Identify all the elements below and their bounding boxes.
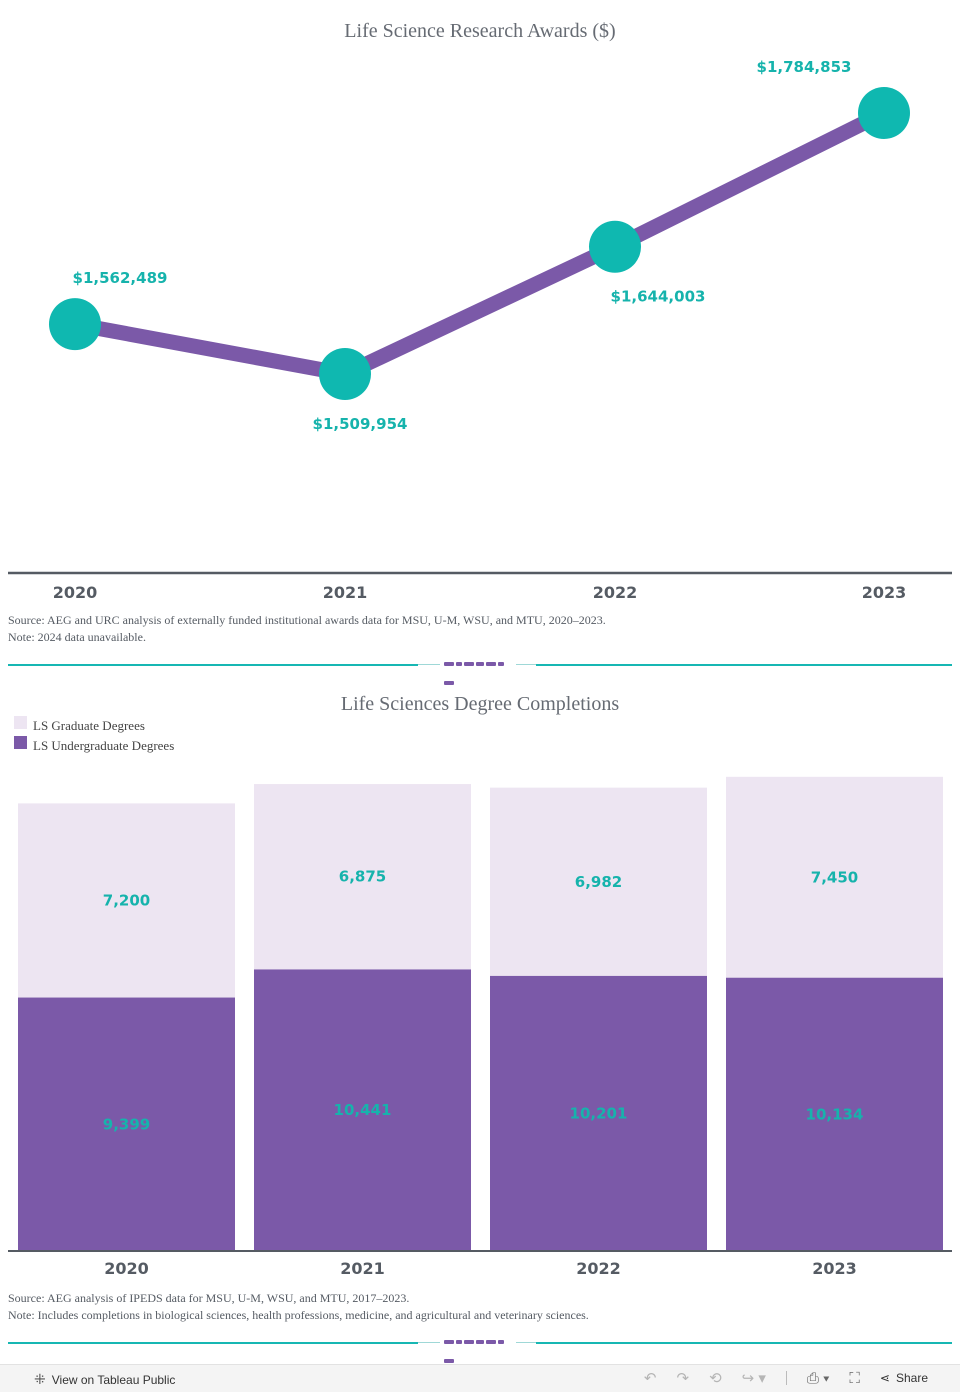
degrees-source: Source: AEG analysis of IPEDS data for M… xyxy=(8,1291,410,1305)
awards-point-2020[interactable] xyxy=(49,298,101,351)
awards-x-tick-2020: 2020 xyxy=(53,583,98,602)
awards-note: Note: 2024 data unavailable. xyxy=(8,630,146,644)
bar-undergraduate-2021[interactable] xyxy=(254,969,471,1251)
label-graduate-2022: 6,982 xyxy=(575,873,622,891)
legend-label-graduate: LS Graduate Degrees xyxy=(33,718,145,733)
legend-swatch-undergraduate xyxy=(14,736,27,749)
download-icon[interactable]: ⎙ ▾ xyxy=(806,1369,830,1387)
view-on-tableau-label: View on Tableau Public xyxy=(51,1372,176,1387)
degrees-x-tick-2020: 2020 xyxy=(104,1259,149,1278)
awards-value-label-2020: $1,562,489 xyxy=(73,269,168,287)
tableau-toolbar: ⁜ View on Tableau Public ↶ ↷ ⟲ ↪ ▾ ⎙ ▾ ⛶… xyxy=(0,1364,960,1392)
degrees-source-note: Source: AEG analysis of IPEDS data for M… xyxy=(8,1290,589,1324)
bar-undergraduate-2022[interactable] xyxy=(490,975,707,1251)
awards-value-label-2021: $1,509,954 xyxy=(313,415,408,433)
section-divider-1 xyxy=(8,660,952,685)
fullscreen-icon[interactable]: ⛶ xyxy=(849,1369,860,1387)
awards-value-label-2023: $1,784,853 xyxy=(757,58,852,76)
label-graduate-2023: 7,450 xyxy=(811,868,858,886)
degrees-x-tick-2023: 2023 xyxy=(812,1259,857,1278)
degrees-note: Note: Includes completions in biological… xyxy=(8,1308,589,1322)
view-on-tableau-link[interactable]: ⁜ View on Tableau Public xyxy=(34,1371,175,1388)
bar-graduate-2020[interactable] xyxy=(18,803,235,998)
label-undergraduate-2020: 9,399 xyxy=(103,1115,150,1133)
bar-undergraduate-2020[interactable] xyxy=(18,997,235,1251)
awards-x-tick-2021: 2021 xyxy=(323,583,368,602)
legend-swatch-graduate xyxy=(14,716,27,729)
awards-x-tick-2023: 2023 xyxy=(862,583,907,602)
degrees-bar-chart: 7,200 9,399 6,875 10,441 6,982 10,201 7,450 10,… xyxy=(18,776,943,1251)
share-label: Share xyxy=(895,1371,928,1385)
awards-series-line xyxy=(73,106,888,382)
label-undergraduate-2023: 10,134 xyxy=(806,1105,864,1123)
awards-x-ticks: 2020 2021 2022 2023 xyxy=(53,583,907,602)
awards-source: Source: AEG and URC analysis of external… xyxy=(8,613,606,627)
label-graduate-2021: 6,875 xyxy=(339,868,386,886)
awards-source-note: Source: AEG and URC analysis of external… xyxy=(8,612,606,646)
bar-undergraduate-2023[interactable] xyxy=(726,977,943,1251)
degrees-legend: LS Graduate Degrees LS Undergraduate Deg… xyxy=(14,716,174,753)
awards-point-2022[interactable] xyxy=(589,220,641,273)
share-button[interactable]: ⋖ Share xyxy=(880,1371,928,1385)
toolbar-separator xyxy=(785,1371,787,1385)
label-undergraduate-2022: 10,201 xyxy=(570,1104,628,1122)
bar-graduate-2023[interactable] xyxy=(726,776,943,978)
refresh-icon[interactable]: ↪ ▾ xyxy=(741,1370,766,1387)
degrees-x-tick-2021: 2021 xyxy=(340,1259,385,1278)
awards-point-2021[interactable] xyxy=(319,348,371,400)
section-divider-2 xyxy=(8,1338,952,1363)
awards-value-label-2022: $1,644,003 xyxy=(611,288,706,306)
revert-icon[interactable]: ⟲ xyxy=(709,1370,722,1387)
undo-icon[interactable]: ↶ xyxy=(643,1370,657,1387)
label-graduate-2020: 7,200 xyxy=(103,891,150,909)
bar-graduate-2021[interactable] xyxy=(254,784,471,970)
awards-chart-title: Life Science Research Awards ($) xyxy=(344,20,615,42)
degrees-chart-title: Life Sciences Degree Completions xyxy=(341,693,619,715)
share-icon: ⋖ xyxy=(879,1371,890,1385)
awards-line-chart: $1,562,489 $1,509,954 $1,644,003 $1,784,853 xyxy=(49,58,910,433)
redo-icon[interactable]: ↷ xyxy=(676,1370,690,1387)
awards-point-2023[interactable] xyxy=(858,87,910,139)
awards-x-tick-2022: 2022 xyxy=(593,583,638,602)
legend-label-undergraduate: LS Undergraduate Degrees xyxy=(33,738,174,753)
bar-graduate-2022[interactable] xyxy=(490,787,707,976)
tableau-logo-icon: ⁜ xyxy=(34,1371,46,1387)
degrees-x-tick-2022: 2022 xyxy=(576,1259,621,1278)
degrees-x-ticks: 2020 2021 2022 2023 xyxy=(104,1259,857,1278)
label-undergraduate-2021: 10,441 xyxy=(334,1101,392,1119)
